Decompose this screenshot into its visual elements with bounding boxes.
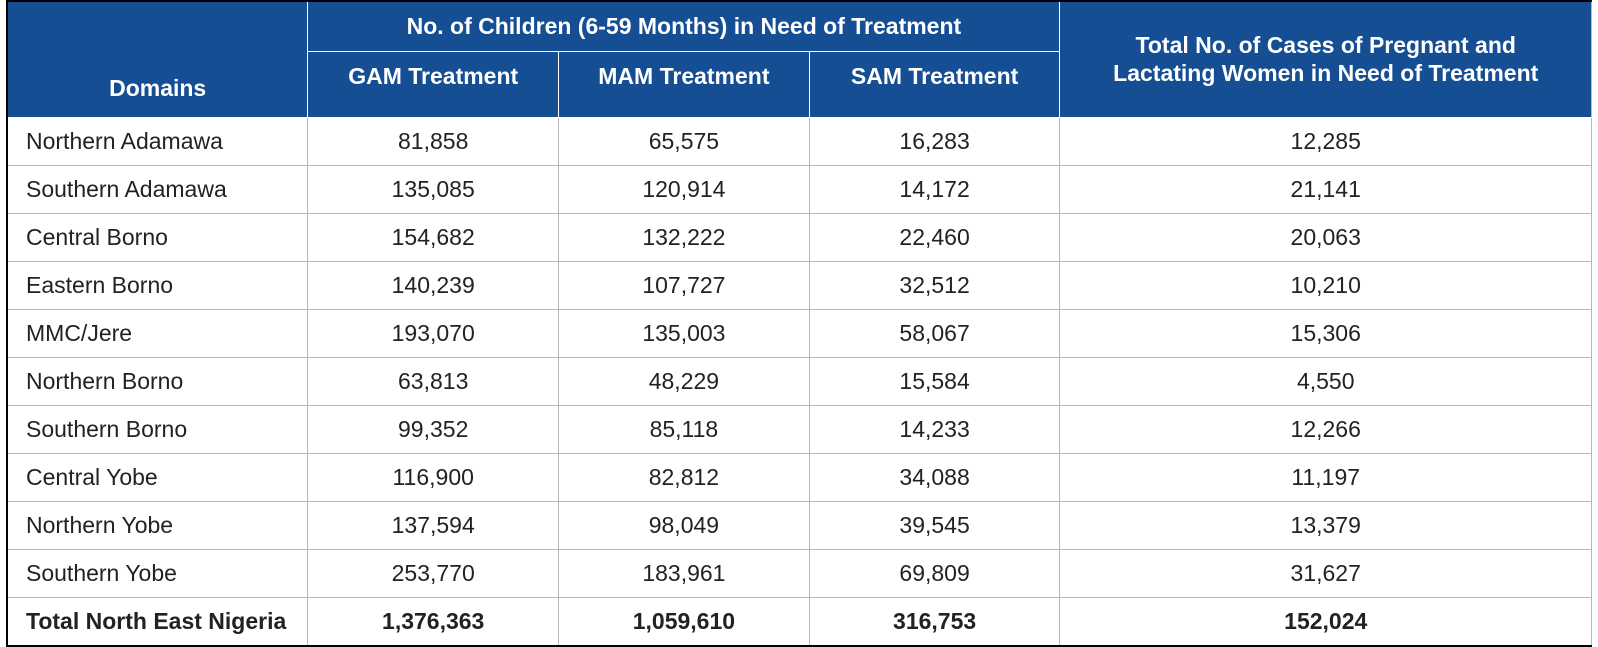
treatment-need-table: Domains No. of Children (6-59 Months) in…	[6, 0, 1592, 647]
table-row: Eastern Borno 140,239 107,727 32,512 10,…	[7, 261, 1592, 309]
cell-gam: 253,770	[308, 549, 559, 597]
cell-gam: 63,813	[308, 357, 559, 405]
cell-preg: 13,379	[1060, 501, 1592, 549]
cell-mam: 132,222	[559, 213, 810, 261]
cell-mam: 82,812	[559, 453, 810, 501]
table-row: Northern Yobe 137,594 98,049 39,545 13,3…	[7, 501, 1592, 549]
cell-gam: 116,900	[308, 453, 559, 501]
cell-preg: 31,627	[1060, 549, 1592, 597]
cell-domain: Central Yobe	[7, 453, 308, 501]
cell-domain: MMC/Jere	[7, 309, 308, 357]
col-header-mam: MAM Treatment	[559, 51, 810, 117]
cell-sam: 32,512	[809, 261, 1060, 309]
cell-sam: 69,809	[809, 549, 1060, 597]
cell-mam: 120,914	[559, 165, 810, 213]
cell-domain: Southern Adamawa	[7, 165, 308, 213]
table-row: Central Borno 154,682 132,222 22,460 20,…	[7, 213, 1592, 261]
cell-mam: 65,575	[559, 117, 810, 165]
cell-mam: 107,727	[559, 261, 810, 309]
cell-preg: 12,285	[1060, 117, 1592, 165]
cell-preg: 4,550	[1060, 357, 1592, 405]
cell-domain: Northern Adamawa	[7, 117, 308, 165]
cell-gam: 154,682	[308, 213, 559, 261]
cell-sam: 14,172	[809, 165, 1060, 213]
cell-sam: 39,545	[809, 501, 1060, 549]
table-row: Central Yobe 116,900 82,812 34,088 11,19…	[7, 453, 1592, 501]
table-row: Southern Yobe 253,770 183,961 69,809 31,…	[7, 549, 1592, 597]
cell-domain: Eastern Borno	[7, 261, 308, 309]
col-header-children-group: No. of Children (6-59 Months) in Need of…	[308, 1, 1060, 51]
cell-mam: 135,003	[559, 309, 810, 357]
cell-domain: Central Borno	[7, 213, 308, 261]
cell-preg: 15,306	[1060, 309, 1592, 357]
col-header-domains: Domains	[7, 1, 308, 117]
cell-mam: 183,961	[559, 549, 810, 597]
cell-sam: 34,088	[809, 453, 1060, 501]
cell-domain: Southern Borno	[7, 405, 308, 453]
cell-gam: 99,352	[308, 405, 559, 453]
cell-domain: Northern Borno	[7, 357, 308, 405]
cell-sam: 22,460	[809, 213, 1060, 261]
table-row: Southern Borno 99,352 85,118 14,233 12,2…	[7, 405, 1592, 453]
cell-preg-total: 152,024	[1060, 597, 1592, 646]
cell-gam: 137,594	[308, 501, 559, 549]
cell-gam: 81,858	[308, 117, 559, 165]
table-row-total: Total North East Nigeria 1,376,363 1,059…	[7, 597, 1592, 646]
cell-sam: 15,584	[809, 357, 1060, 405]
cell-gam: 193,070	[308, 309, 559, 357]
cell-sam-total: 316,753	[809, 597, 1060, 646]
cell-preg: 10,210	[1060, 261, 1592, 309]
cell-sam: 58,067	[809, 309, 1060, 357]
table-row: Northern Adamawa 81,858 65,575 16,283 12…	[7, 117, 1592, 165]
cell-preg: 12,266	[1060, 405, 1592, 453]
cell-preg: 21,141	[1060, 165, 1592, 213]
cell-gam: 140,239	[308, 261, 559, 309]
col-header-sam: SAM Treatment	[809, 51, 1060, 117]
col-header-gam: GAM Treatment	[308, 51, 559, 117]
cell-mam: 98,049	[559, 501, 810, 549]
cell-gam: 135,085	[308, 165, 559, 213]
table-row: MMC/Jere 193,070 135,003 58,067 15,306	[7, 309, 1592, 357]
cell-sam: 16,283	[809, 117, 1060, 165]
cell-gam-total: 1,376,363	[308, 597, 559, 646]
table-row: Northern Borno 63,813 48,229 15,584 4,55…	[7, 357, 1592, 405]
cell-mam-total: 1,059,610	[559, 597, 810, 646]
cell-domain: Southern Yobe	[7, 549, 308, 597]
cell-domain: Northern Yobe	[7, 501, 308, 549]
cell-domain-total: Total North East Nigeria	[7, 597, 308, 646]
col-header-pregnant-lactating: Total No. of Cases of Pregnant and Lacta…	[1060, 1, 1592, 117]
cell-mam: 85,118	[559, 405, 810, 453]
cell-sam: 14,233	[809, 405, 1060, 453]
cell-preg: 20,063	[1060, 213, 1592, 261]
table-row: Southern Adamawa 135,085 120,914 14,172 …	[7, 165, 1592, 213]
cell-mam: 48,229	[559, 357, 810, 405]
cell-preg: 11,197	[1060, 453, 1592, 501]
